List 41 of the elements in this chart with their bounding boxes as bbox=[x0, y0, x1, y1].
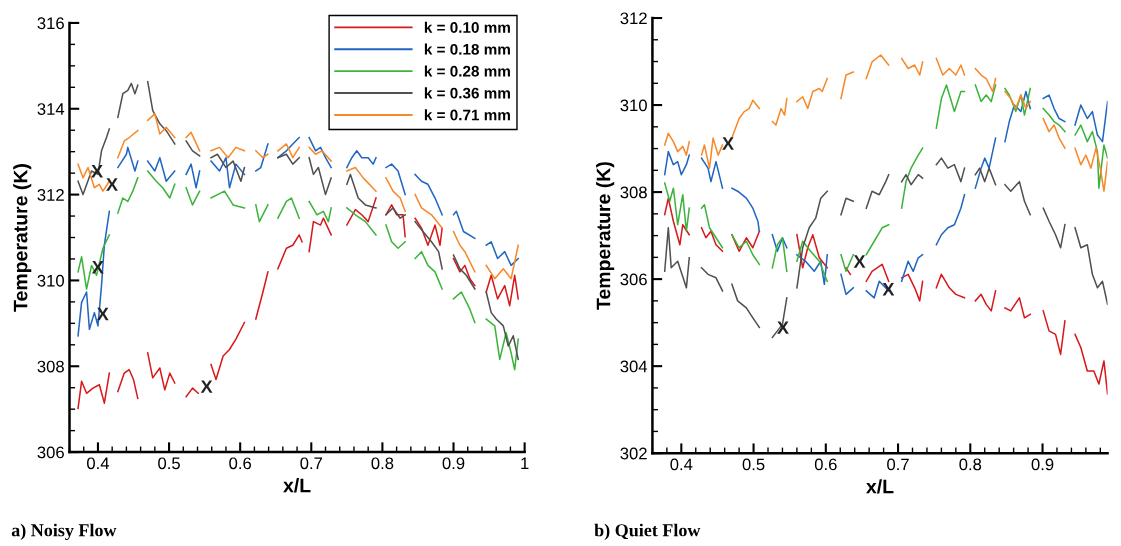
y-tick-label: 308 bbox=[37, 360, 64, 373]
x-tick-label: 0.6 bbox=[814, 458, 837, 471]
x-tick-label: 0.6 bbox=[229, 457, 252, 470]
y-tick-label: 302 bbox=[620, 447, 647, 460]
y-tick-label: 306 bbox=[620, 273, 647, 286]
y-axis-title: Temperature (K) bbox=[596, 162, 615, 310]
text: b) Quiet Flow bbox=[594, 523, 701, 541]
y-tick-label: 310 bbox=[37, 274, 64, 287]
y-tick-label: 308 bbox=[620, 186, 647, 199]
text: a) Noisy Flow bbox=[11, 523, 117, 541]
x-tick-label: 0.4 bbox=[87, 457, 110, 470]
y-tick-label: 310 bbox=[620, 99, 647, 112]
y-tick-label: 304 bbox=[620, 360, 648, 373]
y-axis-title: Temperature (K) bbox=[13, 164, 32, 312]
annotation: X bbox=[882, 283, 895, 296]
y-tick-label: 312 bbox=[620, 12, 647, 25]
annotation: X bbox=[106, 178, 118, 191]
annotation: X bbox=[853, 255, 866, 268]
y-tick-label: 306 bbox=[37, 446, 64, 459]
x-tick-label: 0.7 bbox=[887, 458, 909, 471]
y-tick-label: 316 bbox=[37, 17, 64, 30]
x-tick-label: 0.9 bbox=[442, 457, 465, 470]
x-tick-label: 0.9 bbox=[1031, 458, 1054, 471]
x-tick-label: 0.5 bbox=[158, 457, 180, 470]
legend-label: k = 0.10 mm bbox=[424, 21, 510, 33]
x-tick-label: 0.4 bbox=[670, 458, 693, 471]
annotation: X bbox=[722, 137, 734, 150]
x-tick-label: 0.8 bbox=[959, 458, 982, 471]
x-tick-label: 0.8 bbox=[371, 457, 394, 470]
y-tick-label: 312 bbox=[37, 189, 64, 201]
x-tick-label: 1 bbox=[521, 457, 529, 470]
y-tick-label: 314 bbox=[37, 103, 65, 115]
legend-label: k = 0.36 mm bbox=[424, 87, 510, 99]
legend-label: k = 0.28 mm bbox=[424, 65, 510, 77]
annotation: X bbox=[200, 380, 213, 393]
x-axis-title: x/L bbox=[866, 479, 894, 494]
x-tick-label: 0.5 bbox=[742, 458, 765, 471]
x-axis-title: x/L bbox=[283, 478, 311, 493]
x-tick-label: 0.7 bbox=[300, 457, 323, 470]
legend-label: k = 0.18 mm bbox=[424, 43, 510, 55]
legend-label: k = 0.71 mm bbox=[424, 109, 510, 121]
